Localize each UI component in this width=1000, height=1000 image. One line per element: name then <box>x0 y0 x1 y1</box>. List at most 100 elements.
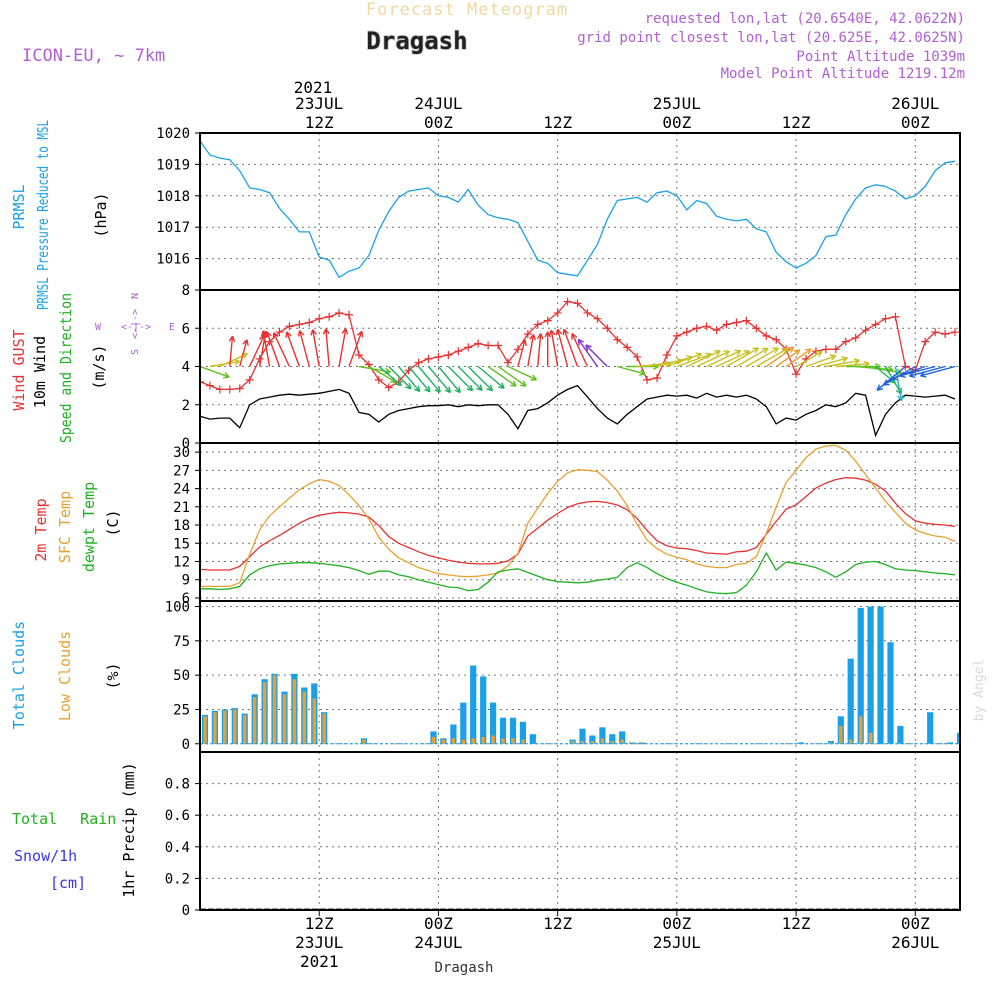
wind-arrow <box>899 365 936 377</box>
y-tick-label: 1020 <box>156 126 190 142</box>
wind-arrow <box>507 365 537 381</box>
temp-sfc-label: SFC Temp <box>56 491 74 563</box>
location-title: Dragash <box>366 27 467 55</box>
panel-2: 6 9 12 15 18 21 24 27 30 <box>173 442 961 607</box>
wind-arrow-head <box>734 349 742 356</box>
wind-arrow-head <box>544 331 552 338</box>
bar-low-clouds <box>322 713 326 744</box>
time-label: 23JUL <box>295 933 343 952</box>
temp-2m-label: 2m Temp <box>32 498 50 561</box>
bar-low-clouds <box>849 739 853 744</box>
wind-arrow-head <box>876 384 884 391</box>
time-label: 00Z <box>901 914 930 933</box>
wind-arrow <box>312 329 320 367</box>
wind-arrow <box>765 346 795 368</box>
wind-arrow-head <box>322 328 330 335</box>
wind-arrow-head <box>787 346 795 353</box>
wind-arrow-head <box>723 350 730 357</box>
bar-total-clouds <box>927 712 934 744</box>
wind-arrow-head <box>228 335 236 343</box>
time-label: 00Z <box>901 113 930 132</box>
gust-marker <box>841 337 850 346</box>
bar-low-clouds <box>223 710 227 744</box>
wind-arrow-head <box>498 382 505 389</box>
wind-arrow-head <box>829 354 837 361</box>
bar-low-clouds <box>481 736 485 744</box>
wind-arrow <box>457 366 483 391</box>
chart-title: Forecast Meteogram <box>366 0 568 20</box>
wind-arrow <box>266 331 281 367</box>
temp-dewpt-label: dewpt Temp <box>80 482 98 572</box>
bar-low-clouds <box>570 741 575 744</box>
bar-low-clouds <box>292 679 297 744</box>
y-tick-label: 0 <box>182 737 190 753</box>
gust-marker <box>861 326 870 335</box>
gust-marker <box>484 341 493 350</box>
wind-arrow <box>298 330 310 367</box>
wind-unit: (m/s) <box>90 344 108 389</box>
gust-marker <box>583 308 592 317</box>
wind-arrow <box>497 365 527 387</box>
wind-arrow <box>550 330 559 367</box>
bar-low-clouds <box>362 739 366 744</box>
wind-arrow <box>239 339 248 367</box>
wind-arrow <box>437 366 461 393</box>
y-tick-label: 2 <box>182 398 190 414</box>
compass-arrows-v: <-|-> <box>130 309 141 339</box>
bar-low-clouds <box>829 742 833 744</box>
chart-panels: 1016101710181019102002468691215182124273… <box>156 126 961 919</box>
time-label: 00Z <box>424 113 453 132</box>
gust-marker <box>474 339 483 348</box>
wind-arrow-head <box>530 374 538 381</box>
panel-frame <box>199 442 961 602</box>
wind-arrow <box>795 350 823 368</box>
y-tick-label: 0.6 <box>165 808 190 824</box>
bar-low-clouds <box>471 738 475 744</box>
gust-marker <box>275 328 284 337</box>
total-clouds-label: Total Clouds <box>10 621 28 729</box>
wind-arrow <box>617 365 646 375</box>
wind-arrow-head <box>772 347 779 354</box>
compass-east: E <box>169 322 175 333</box>
wind-arrow-head <box>897 394 904 402</box>
wind-arrow <box>249 335 265 367</box>
gust-marker <box>881 314 890 323</box>
low-clouds-label: Low Clouds <box>56 631 74 721</box>
wind-arrow-head <box>356 330 364 338</box>
gust-marker <box>762 331 771 340</box>
wind-arrow <box>890 365 926 380</box>
wind-arrow-head <box>310 329 317 336</box>
bar-low-clouds <box>600 738 605 744</box>
wind-arrow <box>200 365 230 378</box>
clouds-unit: (%) <box>104 662 122 689</box>
wind-arrow-head <box>919 371 927 378</box>
wind-arrow <box>785 348 812 368</box>
gust-marker <box>573 299 582 308</box>
gust-marker <box>692 324 701 333</box>
wind-arrow-head <box>571 332 578 340</box>
wind-arrow-head <box>555 328 563 336</box>
wind-arrow <box>487 365 517 387</box>
gust-marker <box>225 385 234 394</box>
panel-frame <box>199 751 961 911</box>
gust-marker <box>235 384 244 393</box>
gust-marker <box>563 297 572 306</box>
bar-low-clouds <box>431 736 436 744</box>
compass-rose: N S W E <-|-> <-|-> <box>95 293 175 355</box>
gust-marker <box>662 351 671 360</box>
time-label: 12Z <box>305 914 334 933</box>
bar-total-clouds <box>192 733 198 744</box>
wind-arrow <box>656 356 693 368</box>
gust-marker <box>245 375 254 384</box>
wind-arrow-head <box>752 347 760 354</box>
y-tick-label: 1017 <box>156 220 190 236</box>
wind-arrow <box>325 328 330 367</box>
y-tick-label: 24 <box>173 482 190 498</box>
wind-arrow <box>706 350 741 368</box>
wind-arrow <box>262 330 271 367</box>
time-label: 00Z <box>424 914 453 933</box>
time-label: 12Z <box>782 914 811 933</box>
bar-total-clouds <box>827 741 834 744</box>
wind-arrow-head <box>585 344 592 351</box>
